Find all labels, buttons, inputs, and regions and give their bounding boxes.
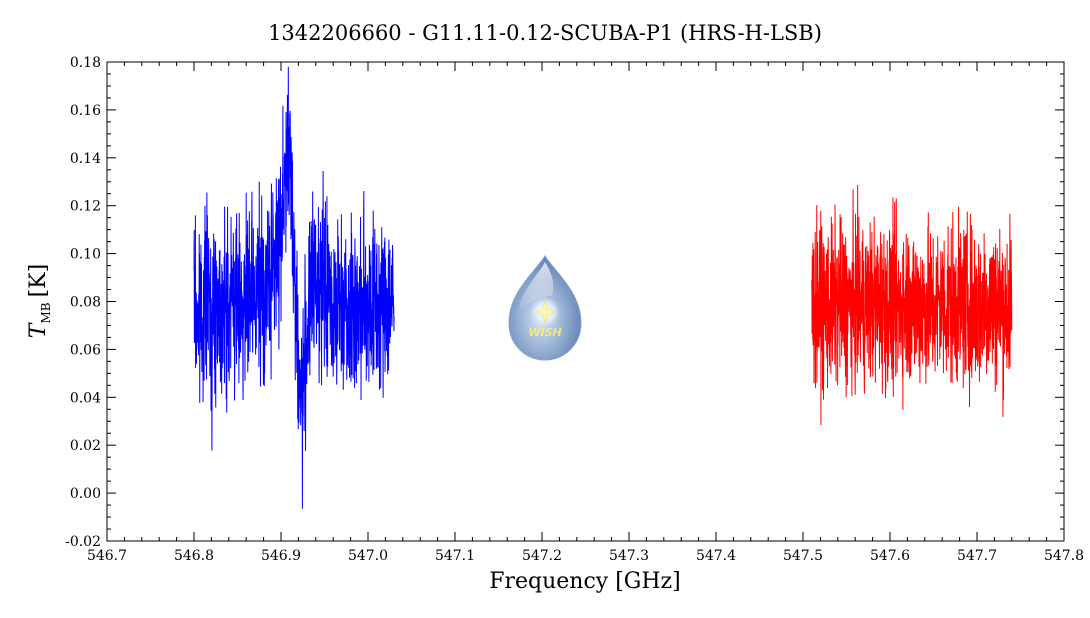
y-tick-label: 0.16 xyxy=(70,103,101,119)
y-axis-title-main: T xyxy=(26,321,51,338)
y-tick-label: 0.14 xyxy=(70,151,101,167)
y-axis-title-subscript: MB xyxy=(39,302,53,323)
x-tick-label: 547.8 xyxy=(1044,548,1084,564)
wish-logo-text: WISH xyxy=(528,326,561,339)
y-tick-label: 0.06 xyxy=(70,342,101,358)
x-tick-label: 547.2 xyxy=(522,548,562,564)
x-axis-title: Frequency [GHz] xyxy=(489,569,681,594)
x-tick-label: 546.8 xyxy=(174,548,214,564)
wish-star-icon xyxy=(534,300,556,324)
spectrum-series-2 xyxy=(811,184,1013,426)
y-tick-label: -0.02 xyxy=(65,534,101,550)
x-tick-label: 547.4 xyxy=(696,548,736,564)
x-tick-label: 547.0 xyxy=(348,548,388,564)
y-tick-label: 0.10 xyxy=(70,247,101,263)
x-tick-label: 547.5 xyxy=(783,548,823,564)
wish-drop-highlight xyxy=(518,262,554,314)
y-tick-label: 0.00 xyxy=(70,486,101,502)
y-tick-label: 0.12 xyxy=(70,199,101,215)
y-tick-label: 0.08 xyxy=(70,295,101,311)
spectrum-series-1 xyxy=(193,66,395,509)
y-tick-label: 0.04 xyxy=(70,390,101,406)
y-axis-title: TMB [K] xyxy=(26,264,53,338)
y-tick-label: 0.18 xyxy=(70,55,101,71)
y-axis-title-unit: [K] xyxy=(26,264,51,298)
x-tick-label: 547.3 xyxy=(609,548,649,564)
x-tick-label: 547.7 xyxy=(957,548,997,564)
chart-title: 1342206660 - G11.11-0.12-SCUBA-P1 (HRS-H… xyxy=(268,21,822,45)
y-tick-label: 0.02 xyxy=(70,438,101,454)
x-tick-label: 546.9 xyxy=(261,548,301,564)
svg-text:TMB[K]: TMB [K] xyxy=(26,264,53,338)
wish-logo: WISH xyxy=(508,255,582,361)
x-tick-label: 547.1 xyxy=(435,548,475,564)
x-tick-label: 547.6 xyxy=(870,548,910,564)
plot-frame xyxy=(106,61,1065,542)
x-tick-label: 546.7 xyxy=(87,548,127,564)
